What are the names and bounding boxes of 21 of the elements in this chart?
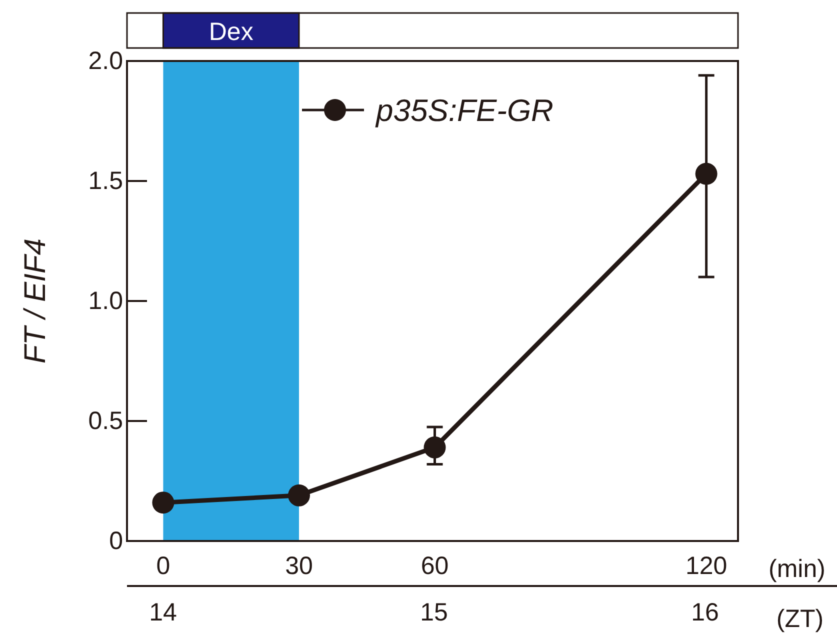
x2-tick-label: 15 xyxy=(420,598,448,626)
point xyxy=(288,484,310,506)
x-tick-label: 60 xyxy=(420,552,449,580)
y-axis-title: FT / EIF4 xyxy=(19,238,52,364)
x-axis-title: (min) xyxy=(768,555,826,583)
x-tick-label: 30 xyxy=(285,552,313,580)
point xyxy=(424,436,446,458)
y-tick-label: 0 xyxy=(109,527,123,555)
y-tick-label: 0.5 xyxy=(88,407,123,435)
y-tick-label: 2.0 xyxy=(88,47,123,75)
y-tick-label: 1.0 xyxy=(88,287,123,315)
x2-tick-label: 14 xyxy=(149,598,178,626)
x2-axis-title: (ZT) xyxy=(776,605,824,633)
point xyxy=(152,492,174,514)
y-tick-label: 1.5 xyxy=(88,167,123,195)
legend-label: p35S:FE-GR xyxy=(375,93,554,128)
point xyxy=(695,162,718,185)
x2-tick-label: 16 xyxy=(691,598,719,626)
band-label: Dex xyxy=(208,18,254,46)
x-tick-label: 0 xyxy=(156,552,170,580)
x-tick-label: 120 xyxy=(685,552,728,580)
